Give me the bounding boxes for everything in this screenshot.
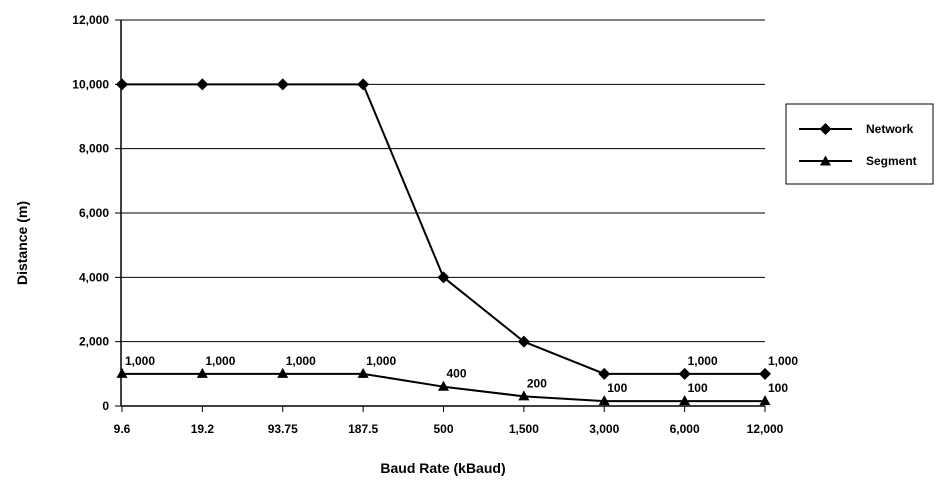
x-tick-label: 187.5 bbox=[348, 422, 378, 436]
y-tick-label: 12,000 bbox=[72, 13, 109, 27]
data-label-segment: 1,000 bbox=[286, 354, 316, 368]
y-tick-label: 2,000 bbox=[79, 335, 109, 349]
diamond-marker bbox=[678, 367, 691, 380]
y-tick-label: 10,000 bbox=[72, 77, 109, 91]
x-tick-label: 500 bbox=[433, 422, 453, 436]
data-labels: 1,000 1,000 1,000 1,000 1,000 1,000 400 200 100 1… bbox=[125, 354, 798, 395]
x-tick-label: 93.75 bbox=[268, 422, 298, 436]
diamond-marker bbox=[437, 271, 450, 284]
data-label-segment: 100 bbox=[768, 381, 788, 395]
series-line-network bbox=[122, 83, 765, 375]
triangle-marker bbox=[357, 367, 369, 378]
triangle-marker bbox=[679, 395, 691, 406]
data-label-network: 1,000 bbox=[688, 354, 718, 368]
legend-box bbox=[785, 103, 934, 185]
y-tick-label: 4,000 bbox=[79, 270, 109, 284]
legend-label-segment: Segment bbox=[866, 154, 917, 168]
triangle-marker bbox=[196, 367, 208, 378]
diamond-marker bbox=[276, 78, 289, 91]
x-tick-label: 1,500 bbox=[509, 422, 539, 436]
data-label-segment: 100 bbox=[607, 381, 627, 395]
y-tick-label: 8,000 bbox=[79, 142, 109, 156]
data-label-segment: 400 bbox=[447, 367, 467, 381]
y-tick-label: 6,000 bbox=[79, 206, 109, 220]
y-axis-title: Distance (m) bbox=[14, 201, 30, 285]
diamond-marker bbox=[116, 78, 128, 91]
triangle-marker bbox=[438, 380, 449, 391]
data-label-segment: 1,000 bbox=[205, 354, 235, 368]
data-label-segment: 1,000 bbox=[125, 354, 155, 368]
y-tick-label: 0 bbox=[102, 399, 109, 413]
x-axis-title: Baud Rate (kBaud) bbox=[380, 460, 505, 476]
triangle-marker bbox=[598, 395, 610, 406]
diamond-marker bbox=[517, 335, 530, 348]
x-tick-labels: 9.6 19.2 93.75 187.5 500 1,500 3,000 6,000 12,00… bbox=[114, 422, 784, 436]
diamond-marker bbox=[357, 78, 370, 91]
data-label-segment: 200 bbox=[527, 376, 547, 390]
diamond-marker bbox=[598, 367, 611, 380]
series-group bbox=[116, 78, 771, 406]
x-tick-label: 9.6 bbox=[114, 422, 131, 436]
triangle-marker bbox=[518, 390, 530, 401]
legend-marker-network bbox=[819, 123, 832, 135]
triangle-marker bbox=[116, 367, 128, 378]
x-tick-label: 12,000 bbox=[747, 422, 784, 436]
y-tick-labels: 0 2,000 4,000 6,000 8,000 10,000 12,000 bbox=[72, 13, 109, 413]
diamond-marker bbox=[759, 367, 771, 380]
data-label-network: 1,000 bbox=[768, 354, 798, 368]
legend: Network Segment bbox=[785, 103, 934, 185]
triangle-marker bbox=[277, 367, 289, 378]
data-label-segment: 1,000 bbox=[366, 354, 396, 368]
triangle-marker bbox=[759, 395, 771, 406]
x-tick-label: 3,000 bbox=[589, 422, 619, 436]
x-tick-label: 19.2 bbox=[191, 422, 215, 436]
legend-marker-segment bbox=[820, 155, 831, 166]
x-tick-label: 6,000 bbox=[670, 422, 700, 436]
diamond-marker bbox=[196, 78, 209, 91]
data-label-segment: 100 bbox=[688, 381, 708, 395]
gridlines bbox=[121, 19, 765, 343]
legend-label-network: Network bbox=[866, 122, 914, 136]
